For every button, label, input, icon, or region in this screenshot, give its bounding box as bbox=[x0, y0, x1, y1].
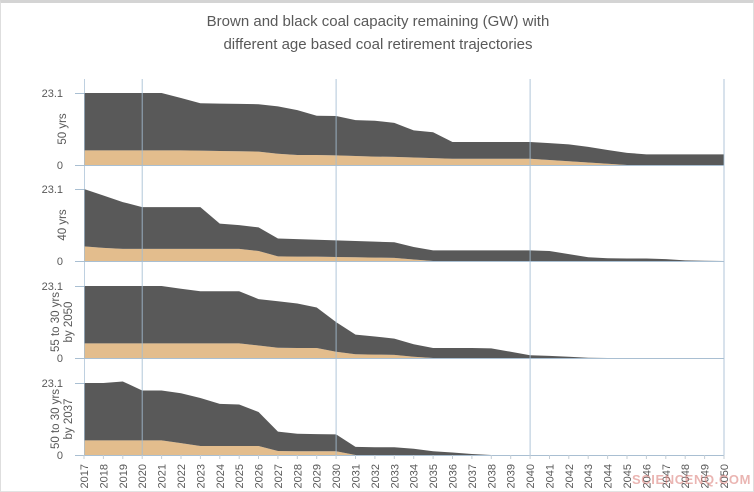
year-label: 2021 bbox=[157, 464, 169, 488]
year-label: 2024 bbox=[215, 464, 227, 488]
panel-area-svg bbox=[84, 93, 724, 165]
watermark-text: SCIENCENQ.COM bbox=[631, 472, 751, 487]
year-label: 2036 bbox=[448, 464, 460, 488]
year-label: 2022 bbox=[176, 464, 188, 488]
brown-coal-area bbox=[84, 246, 724, 261]
year-label: 2028 bbox=[292, 464, 304, 488]
chart-title-line2: different age based coal retirement traj… bbox=[223, 36, 533, 53]
year-label: 2040 bbox=[525, 464, 537, 488]
year-label: 2020 bbox=[137, 464, 149, 488]
year-label: 2017 bbox=[79, 464, 91, 488]
year-label: 2044 bbox=[603, 464, 615, 488]
year-label: 2027 bbox=[273, 464, 285, 488]
chart-title: Brown and black coal capacity remaining … bbox=[1, 10, 753, 56]
year-label: 2032 bbox=[370, 464, 382, 488]
black-coal-area bbox=[84, 286, 724, 358]
year-label: 2034 bbox=[409, 464, 421, 488]
panel-area-svg bbox=[84, 286, 724, 358]
panel-label: 50 to 30 yrs by 2037 bbox=[50, 388, 75, 450]
year-label: 2023 bbox=[195, 464, 207, 488]
year-label: 2019 bbox=[118, 464, 130, 488]
year-label: 2033 bbox=[389, 464, 401, 488]
year-label: 2043 bbox=[583, 464, 595, 488]
panel-area-svg bbox=[84, 189, 724, 261]
chart-title-line1: Brown and black coal capacity remaining … bbox=[206, 13, 550, 30]
year-label: 2041 bbox=[545, 464, 557, 488]
brown-coal-area bbox=[84, 343, 724, 358]
panel-area-svg bbox=[84, 381, 724, 455]
year-label: 2037 bbox=[467, 464, 479, 488]
year-label: 2025 bbox=[234, 464, 246, 488]
year-label: 2035 bbox=[428, 464, 440, 488]
brown-coal-area bbox=[84, 440, 724, 455]
year-label: 2018 bbox=[98, 464, 110, 488]
year-label: 2039 bbox=[506, 464, 518, 488]
year-label: 2031 bbox=[351, 464, 363, 488]
year-label: 2030 bbox=[331, 464, 343, 488]
year-label: 2026 bbox=[254, 464, 266, 488]
year-label: 2029 bbox=[312, 464, 324, 488]
brown-coal-area bbox=[84, 150, 724, 165]
black-coal-area bbox=[84, 93, 724, 165]
year-label: 2042 bbox=[564, 464, 576, 488]
year-label: 2038 bbox=[486, 464, 498, 488]
black-coal-area bbox=[84, 381, 724, 455]
black-coal-area bbox=[84, 189, 724, 261]
